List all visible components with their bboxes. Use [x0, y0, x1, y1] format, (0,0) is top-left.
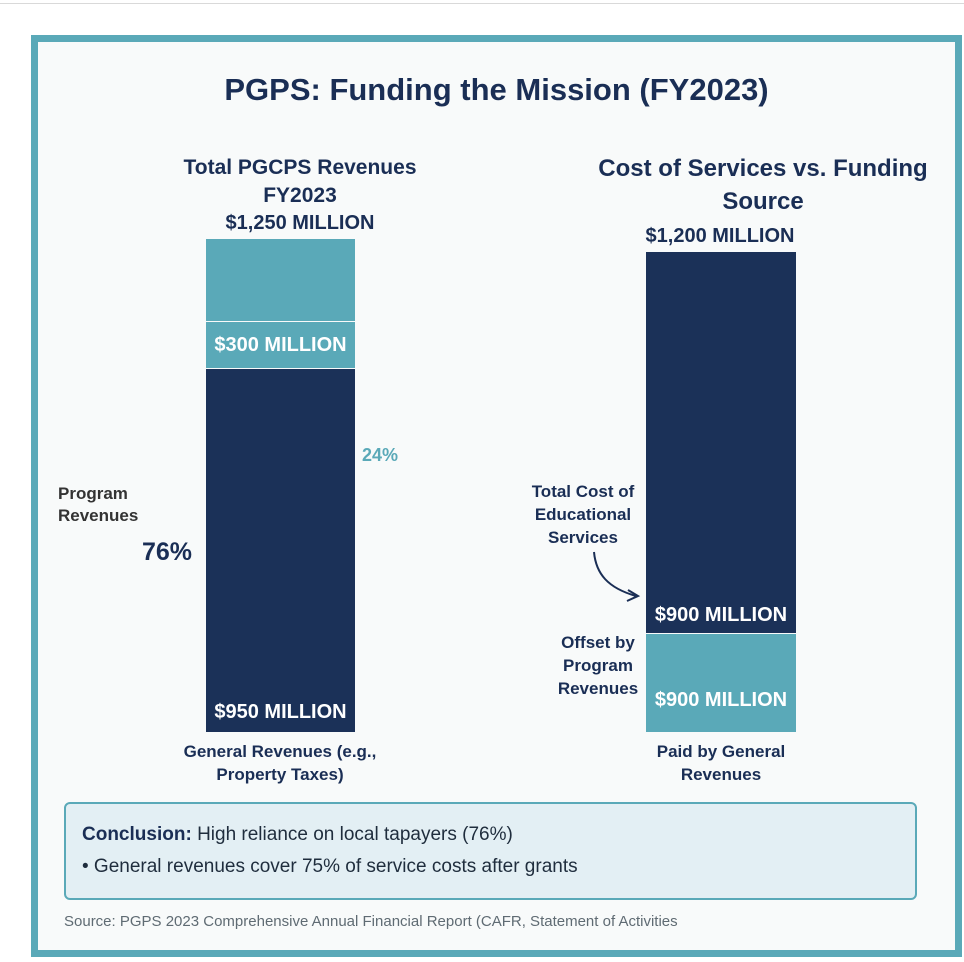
right-chart-title: Cost of Services vs. Funding Source: [598, 155, 928, 215]
left-bar-general-segment: $950 MILLION: [206, 369, 355, 732]
conclusion-box: Conclusion: High reliance on local tapay…: [64, 802, 917, 900]
right-bar-offset-segment: $900 MILLION: [646, 634, 796, 732]
left-general-value-label: $950 MILLION: [214, 700, 347, 723]
source-note: Source: PGPS 2023 Comprehensive Annual F…: [64, 913, 678, 930]
conclusion-line: Conclusion: High reliance on local tapay…: [82, 824, 513, 846]
total-cost-annotation: Total Cost of Educational Services: [531, 482, 635, 547]
offset-annotation: Offset by Program Revenues: [557, 633, 639, 698]
general-percent-label: 76%: [142, 538, 193, 566]
paid-by-general-caption: Paid by General Revenues: [656, 742, 786, 784]
program-revenues-label: Program Revenues: [58, 484, 139, 525]
right-total-label: $1,200 MILLION: [645, 225, 795, 247]
left-total-label: $1,250 MILLION: [225, 212, 375, 234]
conclusion-heading: Conclusion:: [82, 824, 192, 845]
conclusion-bullet: • General revenues cover 75% of service …: [82, 856, 578, 877]
left-bar-upper-fill: [206, 239, 355, 322]
page-title: PGPS: Funding the Mission (FY2023): [224, 72, 769, 107]
top-divider: [0, 3, 964, 4]
conclusion-text: High reliance on local tapayers (76%): [197, 824, 513, 845]
curved-arrow-icon: [593, 551, 641, 602]
left-chart-title: Total PGCPS Revenues FY2023: [183, 156, 417, 207]
right-cost-value-label: $900 MILLION: [654, 604, 788, 626]
left-bar-program-segment: $300 MILLION: [206, 322, 355, 369]
right-bar-cost-segment: $900 MILLION: [646, 252, 796, 633]
left-program-value-label: $300 MILLION: [214, 334, 347, 357]
right-offset-value-label: $900 MILLION: [654, 689, 788, 711]
infographic-frame: PGPS: Funding the Mission (FY2023) Total…: [31, 35, 962, 957]
general-revenues-caption: General Revenues (e.g., Property Taxes): [183, 742, 377, 784]
program-percent-label: 24%: [362, 445, 399, 465]
